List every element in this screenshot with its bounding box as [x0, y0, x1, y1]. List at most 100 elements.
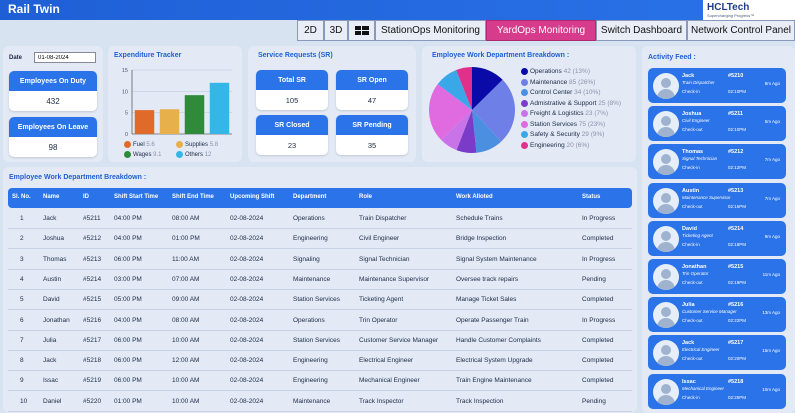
legend-dot [521, 68, 528, 75]
table-cell: Maintenance Supervisor [359, 275, 430, 283]
avatar-icon [653, 225, 679, 252]
row-divider [8, 349, 632, 351]
activity-name: David [682, 225, 697, 232]
table-row[interactable]: 9 Issac #5219 06:00 PM 10:00 AM 02-08-2024 Eng… [8, 371, 632, 392]
table-cell: In Progress [582, 255, 616, 263]
tab-switch-dashboard[interactable]: Switch Dashboard [596, 20, 687, 41]
table-cell: In Progress [582, 215, 616, 222]
activity-id: #5213 [728, 187, 744, 194]
legend-percent: (6%) [575, 141, 590, 149]
pie-legend-item: Station Services 75 (23%) [521, 120, 605, 128]
table-cell: 01:00 PM [114, 397, 142, 405]
avatar-body [657, 89, 675, 99]
avatar-body [657, 356, 675, 367]
legend-dot [521, 78, 528, 86]
table-cell: 02-08-2024 [230, 316, 264, 324]
table-cell: 9 [20, 377, 24, 385]
table-cell: Thomas [43, 255, 67, 263]
activity-action: Check-out [682, 318, 703, 324]
activity-time: 02:22PM [728, 318, 747, 324]
avatar-icon [653, 340, 679, 367]
table-cell: 1 [20, 215, 24, 222]
fuel-legend-dot [124, 141, 131, 148]
activity-card[interactable]: Thomas Signal Technician #5212 Check-in 02:1… [648, 144, 786, 180]
legend-percent: (13%) [572, 68, 590, 76]
table-row[interactable]: 4 Austin #5214 03:00 PM 07:00 AM 02-08-2024 Ma… [8, 270, 632, 290]
activity-role: Trin Operator [682, 271, 709, 276]
legend-supplies-value: 5.8 [209, 142, 219, 149]
table-row[interactable]: 7 Julia #5217 06:00 PM 10:00 AM 02-08-2024 Sta… [8, 331, 632, 351]
table-cell: Station Services [293, 336, 340, 344]
date-input[interactable] [34, 52, 96, 63]
table-cell: Signal Technician [359, 255, 410, 263]
activity-ago: 7m Ago [764, 195, 780, 201]
row-divider [8, 390, 632, 392]
activity-card[interactable]: Jack Train Dispatcher #5210 Check-in 02:10PM… [648, 68, 786, 103]
tab-grid-view[interactable] [348, 20, 375, 41]
table-cell: Completed [582, 357, 614, 365]
table-row[interactable]: 10 Daniel #5220 01:00 PM 10:00 AM 02-08-2024 M… [8, 392, 632, 412]
table-cell: Jonathan [43, 316, 70, 324]
activity-card[interactable]: Jonathan Trin Operator #5215 Check-out 02:19… [648, 259, 786, 294]
legend-count: 75 [578, 120, 587, 128]
legend-fuel: Fuel 5.6 [124, 141, 155, 148]
activity-card[interactable]: Joshua Civil Engineer #5211 Check-out 02:10P… [648, 106, 786, 142]
table-cell: 02-08-2024 [230, 397, 264, 405]
row-divider [8, 288, 632, 290]
hcltech-logo: HCLTech Supercharging Progress™ [703, 0, 795, 20]
table-cell: Manage Ticket Sales [456, 296, 517, 304]
table-cell: 08:00 AM [172, 215, 200, 222]
activity-action: Check-out [682, 127, 703, 133]
activity-card[interactable]: Austin Maintenance Supervisor #5213 Check-o… [648, 182, 786, 218]
table-cell: 03:00 PM [114, 275, 142, 283]
app-title: Rail Twin [8, 2, 60, 16]
table-row[interactable]: 6 Jonathan #5216 04:00 PM 08:00 AM 02-08-2024… [8, 311, 632, 331]
table-cell: Train Dispatcher [359, 215, 407, 222]
table-cell: Signaling [293, 255, 320, 263]
activity-name: Jack [682, 340, 695, 347]
table-row[interactable]: 8 Jack #5218 06:00 PM 12:00 AM 02-08-2024 Engi… [8, 351, 632, 372]
activity-time: 02:20PM [728, 356, 747, 362]
activity-id: #5215 [728, 264, 744, 270]
table-row[interactable]: 2 Joshua #5212 04:00 PM 01:00 PM 02-08-2024 En… [8, 229, 632, 250]
table-cell: 04:00 PM [114, 316, 142, 324]
table-cell: Operate Passenger Train [456, 316, 529, 324]
activity-role: Customer Service Manager [682, 309, 737, 315]
table-cell: Operations [293, 316, 325, 324]
table-row[interactable]: 1 Jack #5211 04:00 PM 08:00 AM 02-08-2024 Oper… [8, 209, 632, 229]
column-header: Department [293, 194, 327, 200]
activity-card[interactable]: Issac Mechanical Engineer #5218 Check-in 02:… [648, 373, 786, 409]
table-row[interactable]: 5 David #5215 05:00 PM 09:00 AM 02-08-2024 Sta… [8, 290, 632, 311]
activity-role: Train Dispatcher [682, 80, 715, 85]
avatar-head [661, 154, 671, 165]
table-cell: 7 [20, 336, 24, 344]
activity-action: Check-in [682, 394, 700, 400]
tab-2d[interactable]: 2D [297, 20, 324, 41]
table-cell: Daniel [43, 397, 62, 405]
tab-network-control-panel[interactable]: Network Control Panel [687, 20, 795, 41]
table-row[interactable]: 3 Thomas #5213 06:00 PM 11:00 AM 02-08-2024 Si… [8, 250, 632, 270]
avatar-body [657, 318, 675, 329]
legend-supplies: Supplies 5.8 [176, 141, 218, 148]
activity-time: 02:10PM [728, 89, 747, 94]
activity-card[interactable]: Julia Customer Service Manager #5216 Check-… [648, 297, 786, 333]
table-cell: Jack [43, 357, 57, 365]
tab-stationops-monitoring[interactable]: StationOps Monitoring [375, 20, 486, 41]
avatar-head [661, 116, 671, 127]
legend-name: Admistrative & Support [530, 99, 597, 107]
table-cell: Electrical Engineer [359, 357, 414, 365]
table-cell: 02-08-2024 [230, 336, 264, 344]
tab-3d[interactable]: 3D [324, 20, 348, 41]
table-cell: 10:00 AM [172, 377, 200, 385]
activity-card[interactable]: Jack Electrical Engineer #5217 Check-out 02:… [648, 335, 786, 371]
avatar-icon [653, 111, 679, 138]
activity-ago: 9m Ago [764, 233, 780, 239]
avatar-head [661, 230, 671, 241]
table-cell: #5218 [83, 357, 102, 365]
legend-percent: (26%) [578, 78, 596, 86]
table-cell: #5216 [83, 316, 102, 324]
tab-yardops-monitoring[interactable]: YardOps Monitoring [486, 20, 596, 41]
activity-card[interactable]: David Ticketing Agent #5214 Check-in 02:18PM… [648, 220, 786, 256]
table-cell: 08:00 AM [172, 316, 200, 324]
column-header: Shift Start Time [114, 194, 159, 200]
